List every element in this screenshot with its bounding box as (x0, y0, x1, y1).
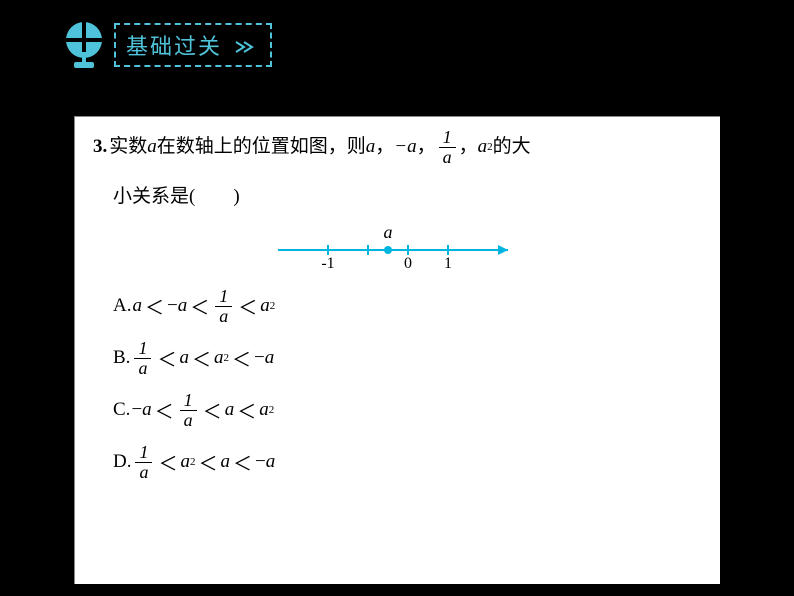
option-c[interactable]: C. −a＜ 1a ＜a＜a2 (113, 384, 702, 436)
expr-a-sq-base: a (478, 127, 488, 167)
option-b[interactable]: B. 1a ＜a＜a2 ＜−a (113, 332, 702, 384)
option-d[interactable]: D. 1a ＜a2 ＜a＜−a (113, 436, 702, 488)
tick-neg1: -1 (321, 255, 334, 272)
text: 的大 (493, 127, 531, 167)
comma: ， (375, 127, 394, 167)
option-a-label: A. (113, 295, 131, 317)
point-label: a (383, 222, 392, 242)
section-title-text: 基础过关 (126, 34, 222, 59)
fan-icon (62, 22, 108, 68)
section-banner: 基础过关 (62, 22, 272, 68)
question-line-2: 小关系是( ) (113, 181, 702, 208)
expr-frac: 1 a (439, 128, 456, 167)
question-number: 3. (93, 127, 107, 167)
option-a[interactable]: A. a＜−a＜ 1a ＜a2 (113, 280, 702, 332)
options: A. a＜−a＜ 1a ＜a2 B. 1a ＜a＜a2 ＜−a C. −a＜ (113, 280, 702, 488)
arrow-decoration-icon (234, 34, 260, 60)
tick-0: 0 (404, 255, 412, 272)
question-box: 3. 实数 a 在数轴上的位置如图，则 a ， −a ， 1 a ， a2 的大… (74, 116, 720, 584)
text: 实数 (109, 127, 147, 167)
option-c-label: C. (113, 399, 130, 421)
comma: ， (459, 127, 478, 167)
expr-a: a (366, 127, 376, 167)
question-line-1: 3. 实数 a 在数轴上的位置如图，则 a ， −a ， 1 a ， a2 的大 (93, 127, 702, 167)
number-line-svg: a -1 0 1 (268, 220, 528, 272)
comma: ， (417, 127, 436, 167)
var-a: a (147, 127, 157, 167)
text: 在数轴上的位置如图，则 (157, 127, 366, 167)
tick-1: 1 (444, 255, 452, 272)
frac-num: 1 (439, 128, 456, 148)
option-d-label: D. (113, 451, 131, 473)
expr-neg-a: −a (394, 127, 416, 167)
section-title: 基础过关 (114, 23, 272, 67)
number-line: a -1 0 1 (93, 220, 702, 272)
option-b-label: B. (113, 347, 130, 369)
frac-den: a (439, 148, 456, 167)
page: 基础过关 3. 实数 a 在数轴上的位置如图，则 a ， −a ， 1 a ， (0, 0, 794, 596)
